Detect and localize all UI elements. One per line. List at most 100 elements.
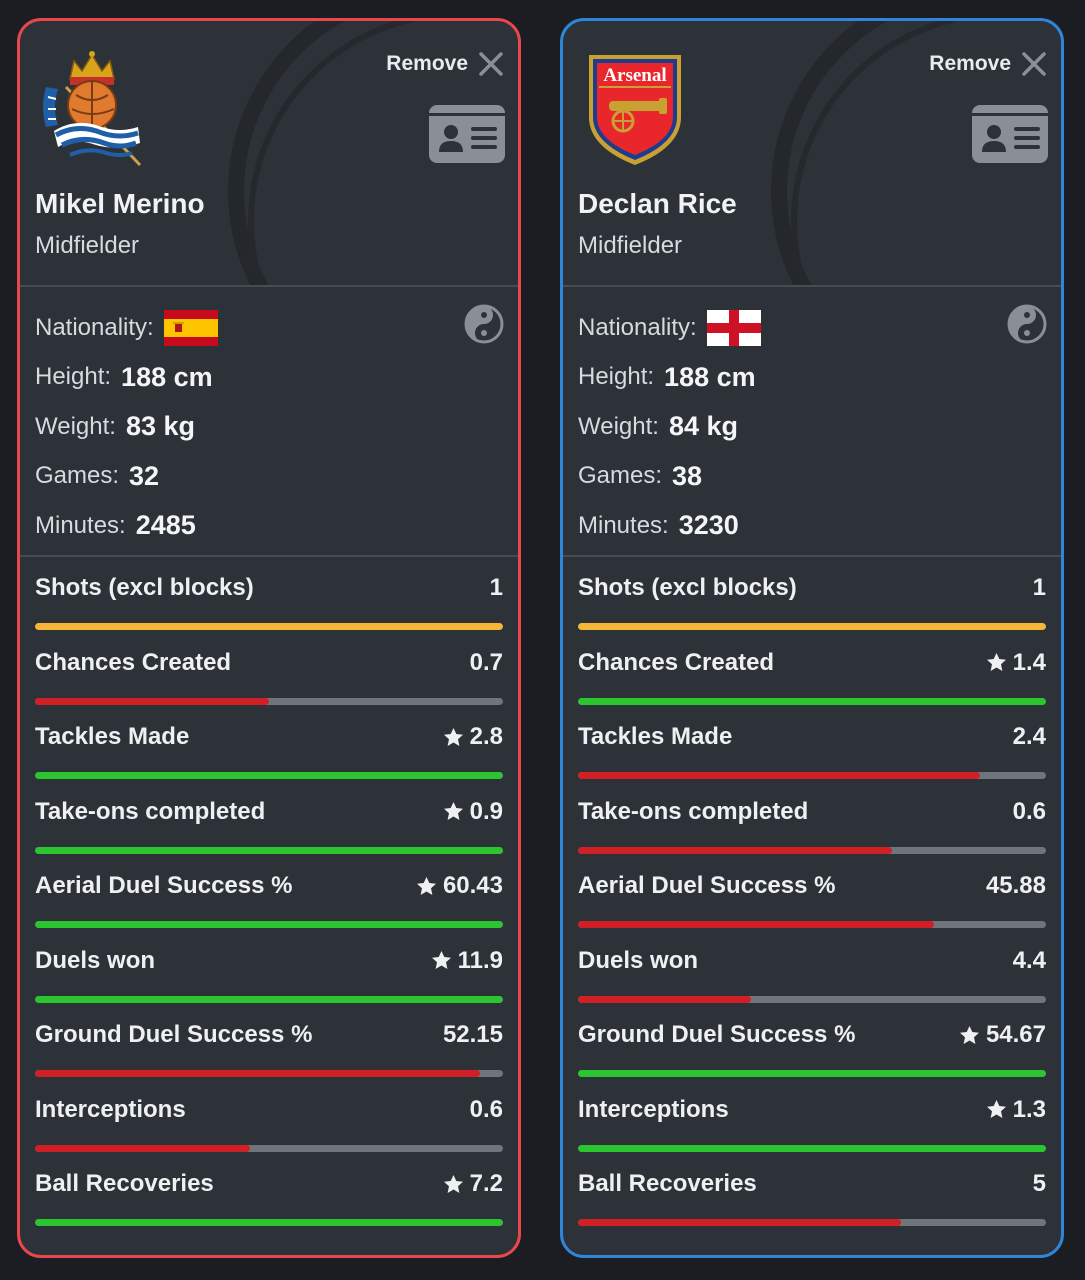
stat-head: Ball Recoveries 7.2 xyxy=(35,1153,503,1198)
stat-head: Interceptions 0.6 xyxy=(35,1079,503,1124)
stat-bar-fill xyxy=(578,1219,901,1226)
nationality-label: Nationality: xyxy=(578,313,697,341)
stat-row: Chances Created 1.4 xyxy=(578,632,1046,707)
stat-value-wrap: 1.4 xyxy=(986,649,1046,677)
stat-value: 54.67 xyxy=(985,1021,1046,1048)
stat-bar-track xyxy=(578,1219,1046,1226)
stat-value-wrap: 1 xyxy=(490,574,503,602)
stat-bar-fill xyxy=(35,921,503,928)
yin-yang-icon[interactable] xyxy=(1006,303,1048,345)
stat-row: Ground Duel Success % 52.15 xyxy=(35,1004,503,1079)
stat-row: Chances Created 0.7 xyxy=(35,632,503,707)
stat-value: 2.8 xyxy=(469,723,503,750)
stat-value-wrap: 1 xyxy=(1033,574,1046,602)
stat-bar-track xyxy=(35,846,503,854)
stat-value: 1 xyxy=(1032,574,1046,601)
stat-row: Duels won 11.9 xyxy=(35,930,503,1005)
stat-value-wrap: 11.9 xyxy=(431,947,503,975)
stat-bar-track xyxy=(35,1144,503,1152)
crest-text: Arsenal xyxy=(603,65,666,86)
stat-bar-track xyxy=(35,995,503,1003)
stat-bar-fill xyxy=(578,697,1046,705)
nationality-row: Nationality: xyxy=(578,303,1046,353)
stat-label: Chances Created xyxy=(35,648,232,676)
stat-row: Interceptions 0.6 xyxy=(35,1079,503,1154)
games-value: 32 xyxy=(129,460,160,491)
stat-row: Interceptions 1.3 xyxy=(578,1079,1046,1154)
stat-value-wrap: 5 xyxy=(1033,1170,1046,1198)
stat-value: 1 xyxy=(489,574,503,601)
weight-label: Weight: xyxy=(35,412,116,440)
stat-bar-track xyxy=(578,921,1046,928)
stat-value-wrap: 7.2 xyxy=(443,1170,503,1198)
stat-value: 45.88 xyxy=(985,872,1046,899)
id-card-icon[interactable] xyxy=(429,105,505,163)
stat-row: Shots (excl blocks) 1 xyxy=(578,557,1046,632)
games-value: 38 xyxy=(672,460,703,491)
weight-value: 84 kg xyxy=(668,411,738,442)
stat-bar-track xyxy=(35,772,503,779)
stat-row: Aerial Duel Success % 60.43 xyxy=(35,855,503,930)
stat-value-wrap: 0.9 xyxy=(443,798,503,826)
arsenal-crest-icon: Arsenal xyxy=(589,55,681,165)
stat-bar-track xyxy=(578,772,1046,779)
stat-bar-fill xyxy=(35,772,503,779)
stat-bar-track xyxy=(578,1070,1046,1077)
stat-row: Aerial Duel Success % 45.88 xyxy=(578,855,1046,930)
stat-value-wrap: 45.88 xyxy=(986,872,1046,900)
stat-bar-track xyxy=(578,846,1046,854)
stat-head: Aerial Duel Success % 45.88 xyxy=(578,855,1046,900)
height-row: Height: 188 cm xyxy=(35,353,503,403)
remove-label: Remove xyxy=(929,52,1011,75)
nationality-label: Nationality: xyxy=(35,313,154,341)
stat-row: Tackles Made 2.4 xyxy=(578,706,1046,781)
id-card-icon[interactable] xyxy=(972,105,1048,163)
stat-row: Ball Recoveries 7.2 xyxy=(35,1153,503,1228)
nationality-row: Nationality: xyxy=(35,303,503,353)
player-info: Nationality: Height: 188 cm Weight: 84 k… xyxy=(563,287,1061,557)
stat-bar-fill xyxy=(578,995,752,1003)
stat-label: Shots (excl blocks) xyxy=(578,574,797,601)
star-icon xyxy=(431,951,451,969)
stat-bar-fill xyxy=(35,995,503,1003)
stat-bar-fill xyxy=(578,623,1046,630)
star-icon xyxy=(443,802,463,820)
stat-head: Duels won 11.9 xyxy=(35,930,503,975)
star-icon xyxy=(416,876,436,895)
stat-value: 4.4 xyxy=(1012,946,1046,974)
stat-bar-track xyxy=(35,1070,503,1077)
stat-head: Tackles Made 2.8 xyxy=(35,706,503,751)
stat-value: 0.7 xyxy=(469,648,503,676)
minutes-value: 2485 xyxy=(135,510,196,541)
remove-button[interactable]: Remove xyxy=(386,51,504,77)
stat-label: Duels won xyxy=(35,946,156,974)
stat-row: Ball Recoveries 5 xyxy=(578,1153,1046,1228)
stat-value: 0.6 xyxy=(1012,797,1046,825)
player-info: Nationality: Height: 188 cm Weight: 83 k… xyxy=(20,287,518,557)
minutes-row: Minutes: 3230 xyxy=(578,501,1046,551)
weight-row: Weight: 84 kg xyxy=(578,402,1046,452)
stat-label: Aerial Duel Success % xyxy=(35,872,293,899)
stat-label: Take-ons completed xyxy=(578,797,809,825)
stats-list: Shots (excl blocks) 1 Chances Created 1.4 Ta… xyxy=(563,557,1061,1228)
stat-bar-track xyxy=(578,697,1046,705)
player-card-right: Arsenal Remove Declan Rice Midfielder xyxy=(560,18,1064,1258)
stat-row: Shots (excl blocks) 1 xyxy=(35,557,503,632)
stat-row: Ground Duel Success % 54.67 xyxy=(578,1004,1046,1079)
stat-value-wrap: 54.67 xyxy=(959,1021,1046,1049)
yin-yang-icon[interactable] xyxy=(463,303,505,345)
weight-value: 83 kg xyxy=(125,411,195,442)
stat-bar-track xyxy=(35,921,503,928)
stat-value: 11.9 xyxy=(457,946,503,974)
close-icon[interactable] xyxy=(1021,51,1047,77)
stat-value-wrap: 0.6 xyxy=(470,1096,503,1124)
stat-head: Take-ons completed 0.6 xyxy=(578,781,1046,826)
stat-head: Chances Created 0.7 xyxy=(35,632,503,677)
close-icon[interactable] xyxy=(478,51,504,77)
remove-button[interactable]: Remove xyxy=(929,51,1047,77)
stat-bar-fill xyxy=(35,623,503,630)
spain-flag-icon xyxy=(163,309,218,346)
stat-bar-track xyxy=(35,1219,503,1226)
player-name: Mikel Merino xyxy=(35,188,205,219)
stat-head: Shots (excl blocks) 1 xyxy=(35,557,503,602)
